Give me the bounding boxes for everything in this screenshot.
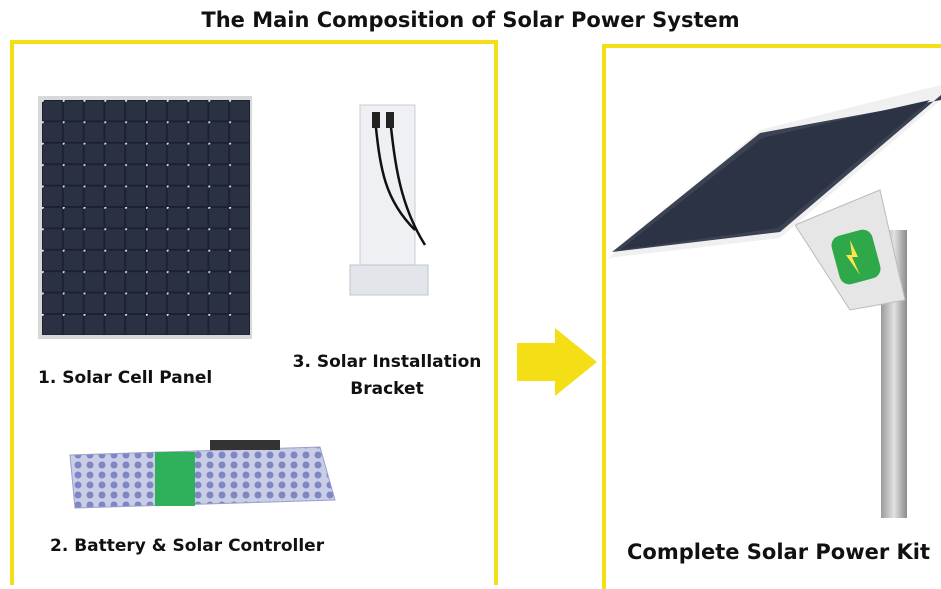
bracket-image xyxy=(350,105,428,295)
page: The Main Composition of Solar Power Syst… xyxy=(0,0,941,575)
component-label: 3. Solar Installation Bracket xyxy=(272,349,502,403)
kit-image xyxy=(608,85,941,518)
solar-panel-image xyxy=(38,96,252,339)
component-label: 2. Battery & Solar Controller xyxy=(50,536,324,556)
result-label: Complete Solar Power Kit xyxy=(627,540,930,564)
arrow xyxy=(517,328,597,396)
illustrations xyxy=(0,0,941,575)
component-label: 1. Solar Cell Panel xyxy=(38,368,212,388)
battery-image xyxy=(70,440,335,508)
